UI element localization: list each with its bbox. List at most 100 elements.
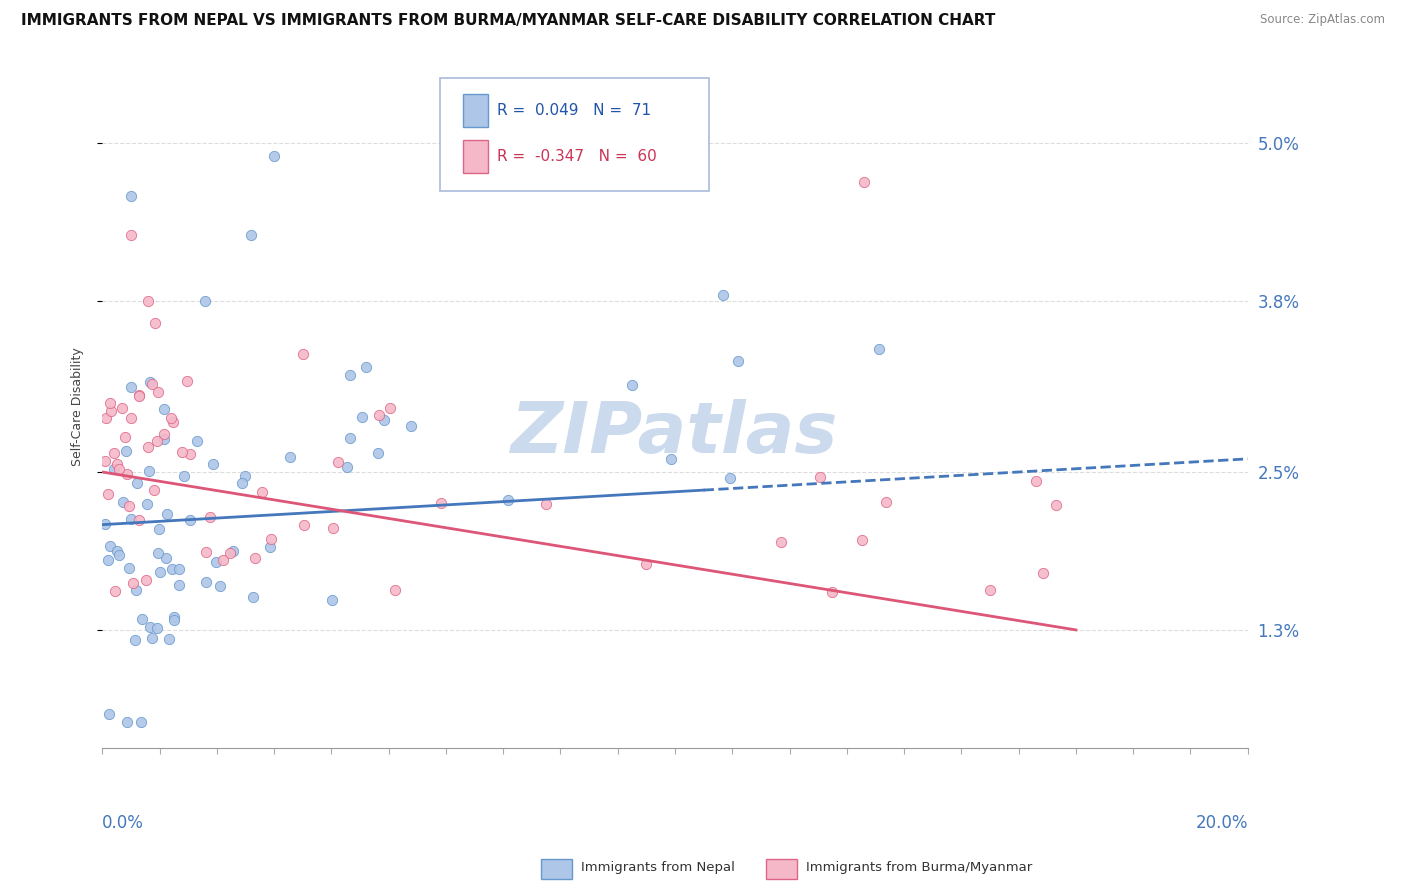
Point (163, 610, 186, 624)
Point (659, 451, 682, 466)
Point (160, 411, 183, 425)
Point (146, 546, 169, 560)
Text: R =  -0.347   N =  60: R = -0.347 N = 60 (498, 149, 657, 164)
Point (339, 431, 361, 445)
Point (146, 385, 169, 400)
Point (120, 380, 142, 394)
Point (979, 583, 1001, 598)
Point (875, 494, 897, 508)
Point (135, 573, 157, 587)
Point (534, 497, 557, 511)
Point (498, 492, 520, 507)
Point (131, 612, 153, 626)
Point (373, 413, 395, 427)
Point (142, 483, 165, 498)
Point (139, 376, 162, 390)
Point (129, 714, 152, 729)
Point (231, 475, 253, 490)
Point (115, 444, 138, 458)
Point (94, 453, 117, 467)
Point (868, 342, 890, 356)
Point (111, 495, 134, 509)
Point (853, 176, 876, 190)
Point (328, 455, 350, 469)
Point (769, 534, 792, 549)
Point (127, 476, 149, 491)
Point (141, 631, 163, 645)
Point (120, 512, 142, 526)
Text: Immigrants from Nepal: Immigrants from Nepal (581, 861, 734, 873)
Point (176, 375, 198, 389)
Point (1025, 474, 1047, 488)
Point (118, 561, 141, 575)
Point (103, 462, 125, 476)
FancyBboxPatch shape (463, 95, 488, 127)
Point (136, 293, 159, 308)
Point (124, 582, 146, 597)
Text: Source: ZipAtlas.com: Source: ZipAtlas.com (1260, 13, 1385, 27)
Point (120, 411, 142, 425)
Point (153, 402, 176, 417)
Point (179, 447, 201, 461)
Text: ZIPatlas: ZIPatlas (512, 399, 839, 468)
Point (108, 548, 131, 562)
Point (322, 520, 344, 534)
Point (108, 462, 131, 476)
Point (124, 632, 146, 647)
Point (1045, 498, 1067, 512)
Point (162, 415, 184, 429)
Point (172, 444, 194, 458)
Point (636, 557, 658, 571)
Point (160, 562, 183, 576)
Point (105, 543, 128, 558)
Point (98, 396, 121, 410)
Point (335, 459, 357, 474)
Point (235, 469, 257, 483)
Point (808, 469, 831, 483)
Point (727, 353, 749, 368)
Point (430, 496, 453, 510)
Point (118, 499, 141, 513)
Point (368, 408, 391, 422)
Point (620, 377, 643, 392)
Point (179, 513, 201, 527)
Point (222, 544, 245, 558)
Point (851, 533, 873, 548)
Point (173, 469, 195, 483)
Point (120, 228, 142, 243)
Point (384, 583, 406, 598)
Y-axis label: Self-Care Disability: Self-Care Disability (72, 347, 84, 466)
Point (148, 522, 170, 536)
Point (136, 440, 159, 454)
Point (195, 545, 218, 559)
Point (205, 555, 228, 569)
Point (114, 430, 136, 444)
Point (97, 553, 120, 567)
Point (198, 510, 221, 524)
Point (136, 498, 159, 512)
Text: 20.0%: 20.0% (1195, 814, 1247, 832)
Point (139, 620, 162, 634)
Point (208, 578, 231, 592)
Point (111, 401, 134, 415)
Point (711, 288, 734, 302)
Point (718, 471, 741, 485)
Point (321, 592, 343, 607)
Point (149, 566, 172, 580)
Point (141, 376, 163, 391)
Point (98, 540, 121, 554)
Point (103, 446, 125, 460)
Point (291, 346, 314, 360)
Point (194, 293, 217, 308)
Point (250, 484, 273, 499)
Point (186, 434, 208, 448)
Point (619, 176, 641, 190)
Point (242, 591, 264, 605)
Point (195, 575, 218, 590)
Point (219, 545, 242, 559)
Point (138, 464, 160, 478)
Text: IMMIGRANTS FROM NEPAL VS IMMIGRANTS FROM BURMA/MYANMAR SELF-CARE DISABILITY CORR: IMMIGRANTS FROM NEPAL VS IMMIGRANTS FROM… (21, 13, 995, 29)
Point (143, 316, 166, 330)
Point (240, 228, 263, 243)
Point (121, 575, 143, 590)
